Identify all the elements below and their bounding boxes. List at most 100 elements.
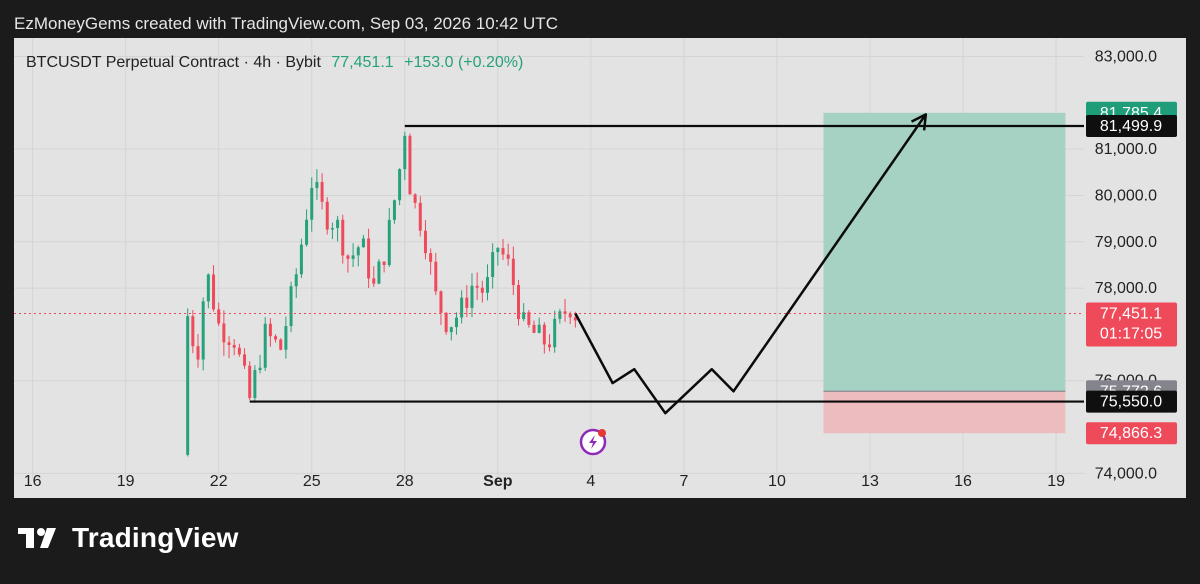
candle-body [465, 297, 469, 308]
price-tag-box [1086, 115, 1177, 138]
candle-body [454, 317, 458, 328]
candle-body [284, 326, 288, 350]
candlestick-chart[interactable]: 83,000.0 81,000.0 80,000.0 79,000.0 78,000.0… [14, 38, 1186, 498]
candle-body [496, 248, 500, 253]
candle-body [439, 291, 443, 313]
x-tick-label: 4 [586, 473, 595, 490]
candle-body [413, 194, 417, 203]
candle-body [387, 219, 391, 265]
candle-body [522, 312, 526, 320]
candle-body [232, 344, 236, 348]
candle-body [553, 318, 557, 348]
tradingview-logo: TradingView [18, 522, 239, 554]
projection-arrow-head [910, 113, 928, 131]
price-tag-countdown: 01:17:05 [1100, 326, 1162, 343]
candle-body [361, 238, 365, 248]
candle-body [527, 312, 531, 325]
candle-body [501, 248, 505, 255]
symbol-title: BTCUSDT Perpetual Contract · 4h · Bybit [26, 54, 321, 71]
price-tag-label: 81,499.9 [1100, 118, 1162, 135]
candle-body [201, 301, 205, 360]
price-tags: 81,785.481,499.977,451.101:17:0575,772.6… [1086, 101, 1177, 445]
chart-caption: EzMoneyGems created with TradingView.com… [14, 14, 558, 33]
candle-body [191, 316, 195, 347]
chart-panel[interactable]: 83,000.0 81,000.0 80,000.0 79,000.0 78,000.0… [14, 38, 1186, 498]
candle-body [392, 200, 396, 220]
candle-body [444, 312, 448, 333]
candle-body [186, 316, 190, 455]
candle-body [289, 286, 293, 327]
candle-body [299, 244, 303, 275]
candle-body [485, 277, 489, 293]
candle-body [351, 255, 355, 259]
candle-body [398, 169, 402, 201]
candle-body [434, 261, 438, 292]
x-tick-label: 19 [117, 473, 135, 490]
candle-body [248, 365, 252, 398]
candle-body [460, 297, 464, 318]
candle-body [196, 346, 200, 360]
candle-body [356, 247, 360, 256]
candle-body [418, 202, 422, 231]
candle-body [382, 261, 386, 265]
drawing-lines[interactable] [14, 113, 1084, 415]
candle-body [274, 336, 278, 340]
price-tag-label: 74,866.3 [1100, 425, 1162, 442]
y-tick-label: 80,000.0 [1095, 187, 1157, 204]
candle-body [403, 135, 407, 170]
time-axis[interactable]: 16 19 22 25 28 Sep 4 7 10 13 16 19 [24, 473, 1065, 490]
candle-body [372, 278, 376, 284]
event-icons[interactable] [579, 428, 607, 456]
x-tick-label: 16 [954, 473, 972, 490]
candle-body [325, 201, 329, 230]
candle-body [449, 327, 453, 333]
candle-body [243, 354, 247, 366]
y-tick-label: 74,000.0 [1095, 465, 1157, 482]
candle-body [563, 311, 567, 314]
candles [186, 131, 577, 457]
candle-body [217, 309, 221, 324]
price-tag-box [1086, 302, 1177, 347]
candle-body [237, 347, 241, 355]
lightning-event-icon[interactable] [579, 428, 607, 456]
price-axis[interactable]: 83,000.0 81,000.0 80,000.0 79,000.0 78,000.0… [1095, 49, 1157, 483]
x-tick-label: 7 [679, 473, 688, 490]
projection-path [574, 113, 927, 415]
x-tick-label: 22 [210, 473, 228, 490]
candle-body [336, 219, 340, 229]
tradingview-wordmark: TradingView [72, 522, 239, 553]
candle-body [305, 219, 309, 245]
candle-body [517, 285, 521, 320]
candle-body [558, 311, 562, 319]
candle-body [568, 313, 572, 318]
symbol-legend[interactable]: BTCUSDT Perpetual Contract · 4h · Bybit … [26, 54, 523, 72]
x-tick-label: 19 [1047, 473, 1065, 490]
target-zone [823, 112, 1066, 392]
candle-body [429, 253, 433, 262]
candle-body [268, 323, 272, 337]
candle-body [408, 135, 412, 195]
candle-body [263, 323, 267, 368]
candle-body [532, 324, 536, 333]
legend-change: +153.0 (+0.20%) [404, 54, 524, 71]
position-zones [823, 112, 1066, 434]
x-tick-label: 16 [24, 473, 42, 490]
x-tick-label: 28 [396, 473, 414, 490]
tradingview-logo-icon [18, 528, 56, 548]
price-tag-label: 77,451.1 [1100, 306, 1162, 323]
y-tick-label: 78,000.0 [1095, 280, 1157, 297]
x-tick-label: 25 [303, 473, 321, 490]
candle-body [542, 324, 546, 345]
x-tick-label: 10 [768, 473, 786, 490]
candle-body [511, 258, 515, 286]
candle-body [222, 323, 226, 343]
candle-body [341, 219, 345, 256]
candle-body [346, 255, 350, 259]
candle-body [537, 324, 541, 333]
x-tick-label: 13 [861, 473, 879, 490]
candle-body [475, 285, 479, 288]
candle-body [227, 342, 231, 345]
y-tick-label: 81,000.0 [1095, 141, 1157, 158]
candle-body [423, 230, 427, 254]
x-tick-label: Sep [483, 473, 513, 490]
